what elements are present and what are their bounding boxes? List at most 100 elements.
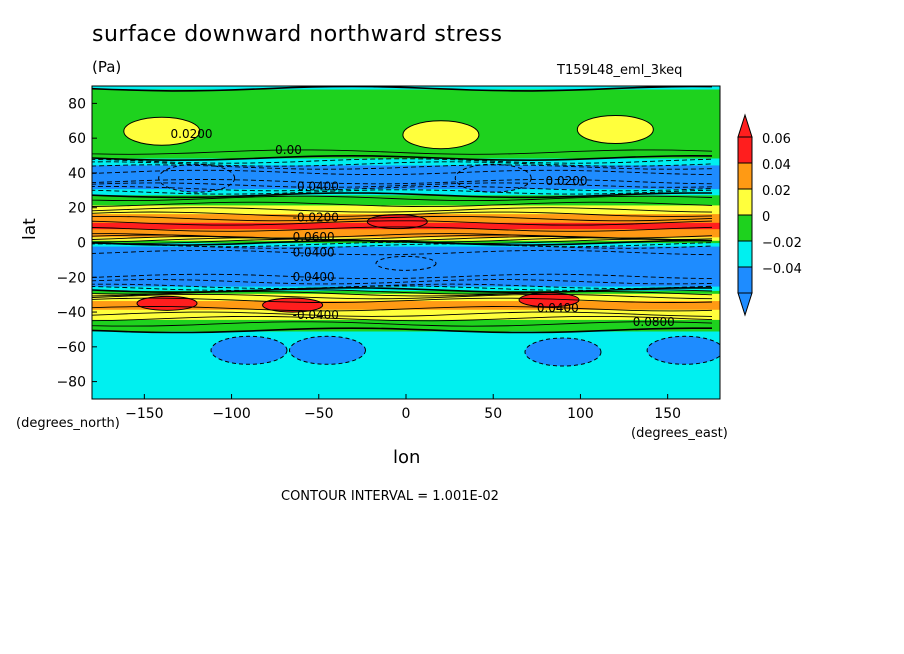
contour-label: -0.0400	[293, 179, 339, 193]
zonal-band	[92, 385, 720, 391]
zonal-band	[92, 143, 720, 148]
x-tick-label: −50	[304, 406, 334, 422]
zonal-band	[92, 390, 720, 396]
zonal-band	[92, 279, 720, 283]
zonal-band	[92, 277, 720, 281]
zonal-band	[92, 194, 720, 197]
zonal-band	[92, 316, 720, 319]
y-tick-label: −80	[56, 375, 86, 391]
contour-line	[92, 207, 713, 213]
zonal-band	[92, 303, 720, 306]
regional-feature	[123, 116, 201, 146]
zonal-band	[92, 304, 720, 307]
x-tick-label: 100	[567, 406, 594, 422]
zonal-band	[92, 146, 720, 151]
zonal-band	[92, 152, 720, 157]
x-tick-label: 0	[402, 406, 411, 422]
zonal-band	[92, 324, 720, 328]
zonal-band	[92, 197, 720, 200]
colorbar-top-arrow	[737, 113, 753, 138]
zonal-band	[92, 364, 720, 370]
zonal-band	[92, 235, 720, 238]
contour-line	[92, 182, 713, 188]
zonal-band	[92, 201, 720, 204]
zonal-band	[92, 89, 720, 94]
zonal-band	[92, 285, 720, 289]
colorbar-segment	[737, 136, 753, 164]
zonal-band	[92, 317, 720, 320]
zonal-band	[92, 125, 720, 131]
zonal-band	[92, 312, 720, 315]
zonal-band	[92, 313, 720, 316]
y-units-label: (degrees_north)	[16, 416, 120, 431]
contour-line	[92, 154, 713, 162]
zonal-band	[92, 232, 720, 235]
run-label: T159L48_eml_3keq	[557, 63, 683, 78]
contour-line	[92, 283, 713, 289]
zonal-band	[92, 250, 720, 253]
zonal-band	[92, 270, 720, 275]
regional-feature	[375, 255, 437, 271]
contour-line	[92, 233, 713, 239]
zonal-band	[92, 190, 720, 193]
chart-units: (Pa)	[92, 58, 122, 76]
contour-label: 0.00	[275, 143, 302, 157]
x-tick-label: −100	[212, 406, 250, 422]
x-tick-label: 50	[484, 406, 502, 422]
contour-line	[92, 315, 713, 322]
colorbar-segment	[737, 214, 753, 242]
zonal-band	[92, 212, 720, 215]
zonal-band	[92, 97, 720, 102]
zonal-band	[92, 332, 720, 336]
contour-label: 0.00	[371, 77, 398, 91]
zonal-band	[92, 245, 720, 248]
contour-line	[92, 279, 713, 285]
zonal-band	[92, 169, 720, 172]
contour-line	[92, 149, 713, 155]
contour-label: 0.0200	[546, 174, 588, 188]
zonal-band	[92, 335, 720, 339]
zonal-band	[92, 254, 720, 258]
zonal-band	[92, 246, 720, 249]
contour-label: 0.0400	[293, 270, 335, 284]
colorbar-label: 0	[762, 210, 770, 225]
zonal-band	[92, 242, 720, 244]
zonal-band	[92, 162, 720, 166]
zonal-band	[92, 310, 720, 313]
y-tick-label: 40	[68, 166, 86, 182]
zonal-band	[92, 293, 720, 296]
zonal-band	[92, 171, 720, 174]
zonal-band	[92, 183, 720, 186]
contour-label: 0.0400	[537, 301, 579, 315]
contour-line	[92, 211, 713, 217]
contour-line	[92, 220, 713, 226]
zonal-band	[92, 116, 720, 122]
regional-feature	[576, 114, 654, 144]
colorbar-label: 0.04	[762, 158, 791, 173]
regional-feature	[402, 120, 480, 150]
zonal-band	[92, 141, 720, 145]
colorbar-label: −0.02	[762, 236, 802, 251]
zonal-band	[92, 157, 720, 161]
y-tick-label: 20	[68, 201, 86, 217]
contour-label: 0.0400	[293, 245, 335, 259]
contour-line	[92, 215, 713, 222]
zonal-band	[92, 247, 720, 250]
zonal-band	[92, 309, 720, 312]
contour-line	[92, 86, 713, 92]
zonal-band	[92, 206, 720, 209]
zonal-band	[92, 167, 720, 171]
zonal-band	[92, 330, 720, 334]
zonal-band	[92, 342, 720, 346]
regional-feature	[646, 335, 720, 365]
zonal-band	[92, 176, 720, 179]
zonal-band	[92, 300, 720, 303]
zonal-band	[92, 322, 720, 326]
zonal-band	[92, 296, 720, 299]
x-tick-label: 150	[654, 406, 681, 422]
contour-line	[92, 321, 713, 327]
colorbar-segment	[737, 188, 753, 216]
y-tick-label: 60	[68, 131, 86, 147]
zonal-band	[92, 301, 720, 304]
zonal-band	[92, 93, 720, 98]
